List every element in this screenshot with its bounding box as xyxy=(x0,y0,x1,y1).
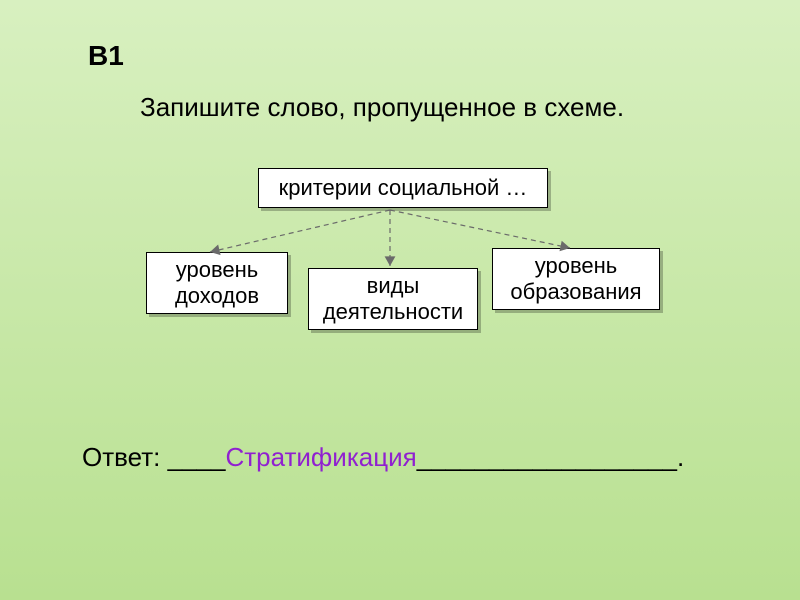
top-box: критерии социальной … xyxy=(258,168,548,208)
child-box-activity-content: виды деятельности xyxy=(323,273,463,325)
child-box-education: уровень образования xyxy=(492,248,660,310)
child-box-activity-line2: деятельности xyxy=(323,299,463,325)
answer-suffix: __________________. xyxy=(417,442,685,472)
instruction-text: Запишите слово, пропущенное в схеме. xyxy=(140,92,624,123)
instruction-content: Запишите слово, пропущенное в схеме. xyxy=(140,92,624,122)
answer-word: Стратификация xyxy=(225,442,416,472)
child-box-income-line1: уровень xyxy=(175,257,259,283)
answer-prefix: Ответ: ____ xyxy=(82,442,225,472)
child-box-income: уровень доходов xyxy=(146,252,288,314)
top-box-text: критерии социальной … xyxy=(279,175,528,201)
child-box-education-line2: образования xyxy=(510,279,641,305)
child-box-education-line1: уровень xyxy=(510,253,641,279)
child-box-activity-line1: виды xyxy=(323,273,463,299)
child-box-income-content: уровень доходов xyxy=(175,257,259,309)
question-number-text: В1 xyxy=(88,40,124,71)
child-box-activity: виды деятельности xyxy=(308,268,478,330)
child-box-income-line2: доходов xyxy=(175,283,259,309)
child-box-education-content: уровень образования xyxy=(510,253,641,305)
question-number: В1 xyxy=(88,40,124,72)
answer-line: Ответ: ____Стратификация________________… xyxy=(82,442,684,473)
